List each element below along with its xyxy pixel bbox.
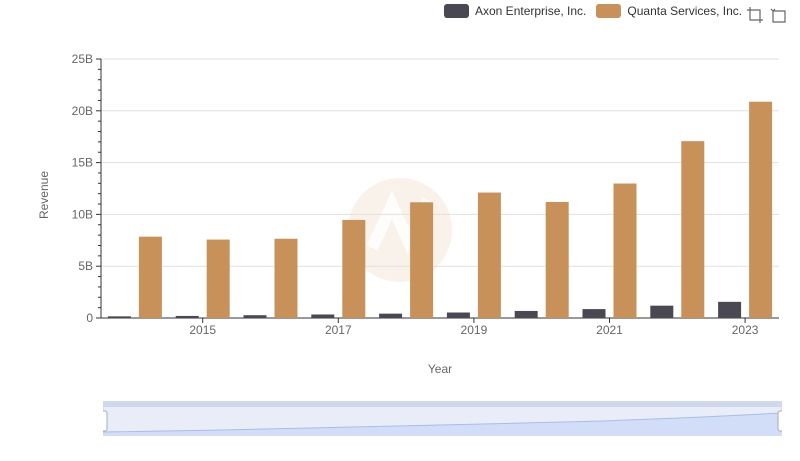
bar-quanta-2014 xyxy=(138,236,162,318)
chart-legend: Axon Enterprise, Inc. Quanta Services, I… xyxy=(444,4,742,18)
bar-axon-2015 xyxy=(175,315,199,318)
restore-icon[interactable] xyxy=(770,6,788,24)
y-tick-label: 10B xyxy=(72,207,93,221)
bar-quanta-2022 xyxy=(681,141,705,318)
data-zoom-slider[interactable] xyxy=(103,401,782,436)
legend-item-axon[interactable]: Axon Enterprise, Inc. xyxy=(444,4,586,18)
bar-axon-2022 xyxy=(650,305,674,318)
zoom-icon[interactable] xyxy=(746,6,764,24)
legend-swatch-quanta xyxy=(596,4,622,18)
bar-axon-2017 xyxy=(311,314,335,318)
bar-quanta-2023 xyxy=(749,101,773,318)
bar-axon-2020 xyxy=(514,310,538,318)
x-tick-label: 2021 xyxy=(596,323,623,337)
bar-quanta-2015 xyxy=(206,239,230,318)
y-tick-label: 15B xyxy=(72,156,93,170)
bar-quanta-2018 xyxy=(410,202,434,318)
bar-axon-2021 xyxy=(582,309,606,318)
bar-axon-2016 xyxy=(243,315,267,318)
x-tick-label: 2017 xyxy=(325,323,352,337)
legend-item-quanta[interactable]: Quanta Services, Inc. xyxy=(596,4,742,18)
bar-axon-2014 xyxy=(107,316,131,318)
x-tick-label: 2023 xyxy=(732,323,759,337)
bar-quanta-2019 xyxy=(477,192,501,318)
bar-quanta-2021 xyxy=(613,183,637,318)
bar-axon-2023 xyxy=(718,301,742,318)
bar-quanta-2016 xyxy=(274,238,298,318)
legend-label-quanta: Quanta Services, Inc. xyxy=(627,4,743,18)
x-tick-label: 2019 xyxy=(461,323,488,337)
y-tick-label: 0 xyxy=(86,311,93,325)
y-tick-label: 25B xyxy=(72,52,93,66)
x-tick-label: 2015 xyxy=(189,323,216,337)
bar-quanta-2017 xyxy=(342,219,366,318)
x-axis-title: Year xyxy=(427,362,453,376)
y-tick-label: 20B xyxy=(72,104,93,118)
bar-axon-2019 xyxy=(446,312,470,318)
legend-label-axon: Axon Enterprise, Inc. xyxy=(475,4,587,18)
bar-quanta-2020 xyxy=(545,201,569,318)
chart-toolbox xyxy=(746,6,788,24)
bar-axon-2018 xyxy=(379,313,403,318)
legend-swatch-axon xyxy=(444,4,469,18)
y-tick-label: 5B xyxy=(78,259,93,273)
